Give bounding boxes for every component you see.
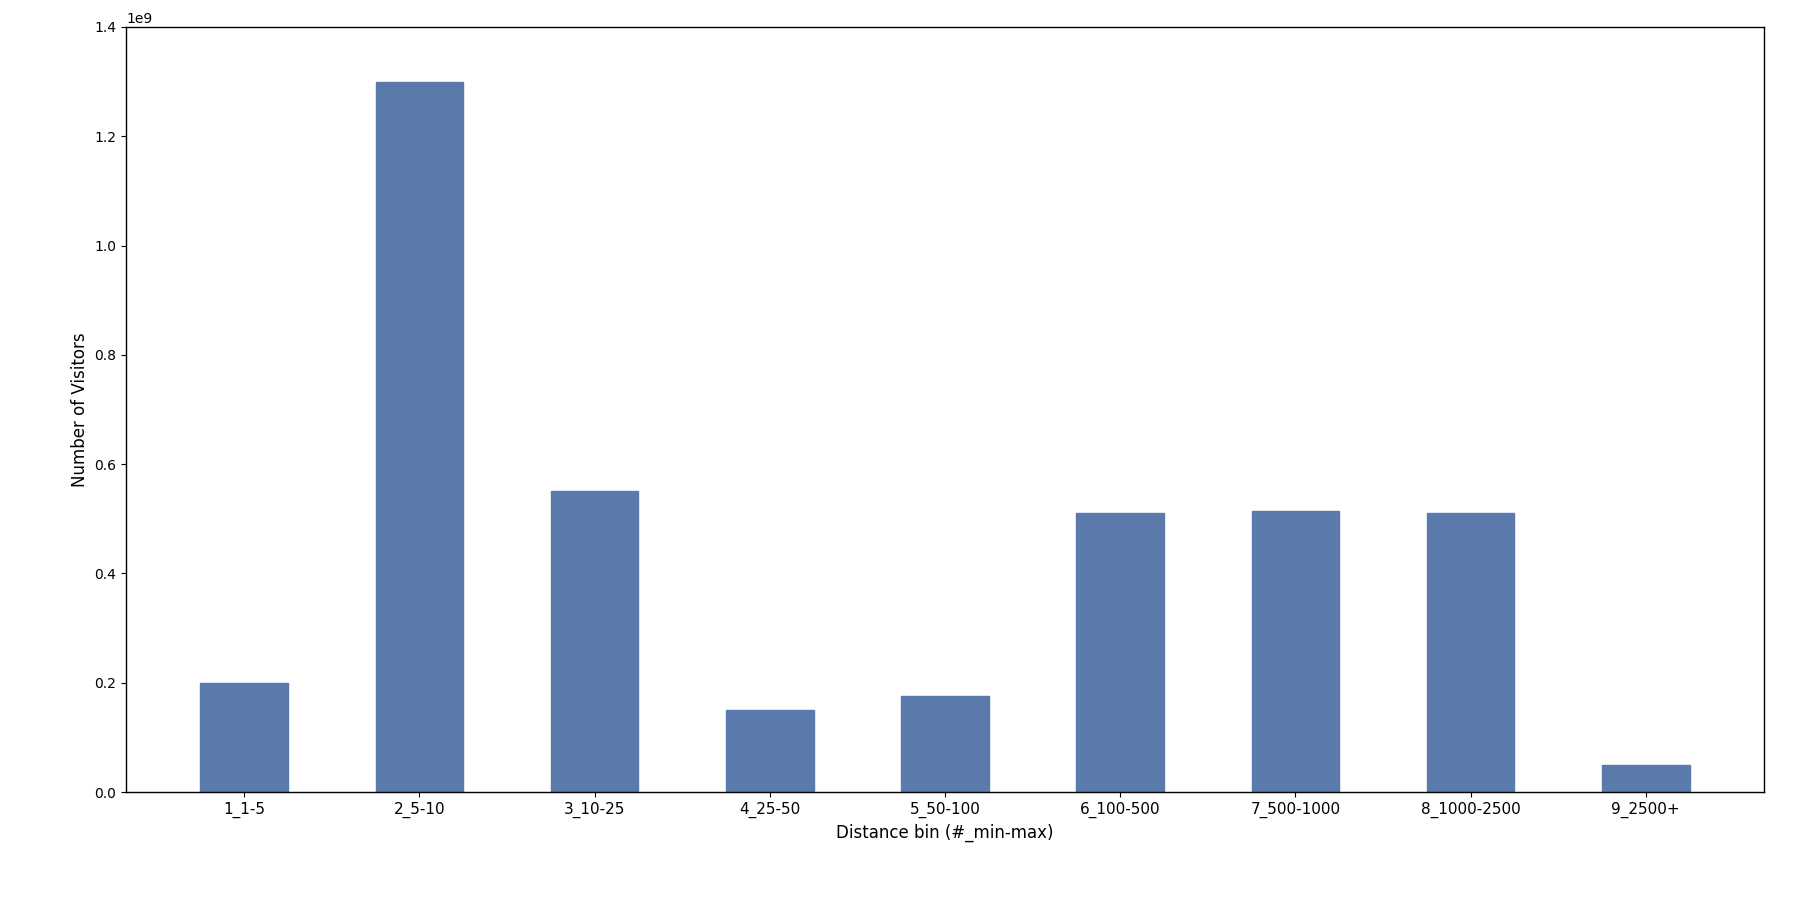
X-axis label: Distance bin (#_min-max): Distance bin (#_min-max) (837, 824, 1053, 842)
Y-axis label: Number of Visitors: Number of Visitors (70, 332, 88, 487)
Bar (902, 697, 988, 792)
Bar (376, 82, 463, 792)
Bar (551, 491, 639, 792)
Bar (1602, 765, 1690, 792)
Bar (1427, 513, 1514, 792)
Bar (1251, 510, 1339, 792)
Bar (1076, 513, 1165, 792)
Bar (200, 683, 288, 792)
Bar (725, 710, 814, 792)
